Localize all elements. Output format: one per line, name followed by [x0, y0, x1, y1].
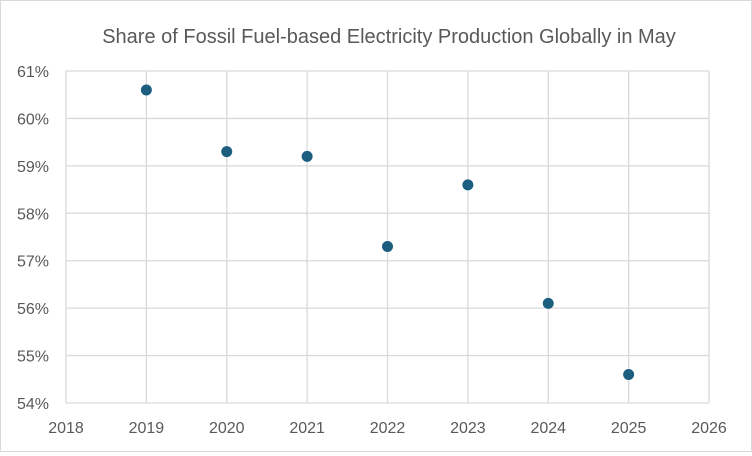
x-tick-label: 2020 [209, 420, 245, 437]
chart-title: Share of Fossil Fuel-based Electricity P… [102, 26, 676, 48]
data-point [140, 84, 152, 96]
x-tick-label: 2024 [530, 420, 566, 437]
data-point [623, 369, 635, 381]
x-tick-label: 2023 [450, 420, 486, 437]
data-points [140, 84, 635, 381]
y-tick-label: 54% [17, 396, 49, 413]
grid [65, 70, 710, 404]
y-tick-label: 56% [17, 301, 49, 318]
x-tick-label: 2022 [370, 420, 406, 437]
x-tick-label: 2025 [611, 420, 647, 437]
axes: 54% 55% 56% 57% 58% 59% 60% 61% 2018 2019 2020 2021… [17, 64, 727, 437]
y-tick-label: 60% [17, 111, 49, 128]
y-tick-label: 58% [17, 206, 49, 223]
y-tick-label: 59% [17, 159, 49, 176]
y-tick-label: 55% [17, 349, 49, 366]
data-point [221, 146, 233, 158]
x-tick-label: 2019 [129, 420, 165, 437]
y-tick-label: 61% [17, 64, 49, 81]
y-tick-label: 57% [17, 254, 49, 271]
data-point [382, 240, 393, 252]
x-tick-label: 2021 [289, 420, 325, 437]
x-tick-label: 2018 [48, 420, 84, 437]
data-point [462, 179, 474, 191]
data-point [542, 297, 554, 309]
data-point [301, 150, 313, 162]
x-tick-label: 2026 [691, 420, 727, 437]
